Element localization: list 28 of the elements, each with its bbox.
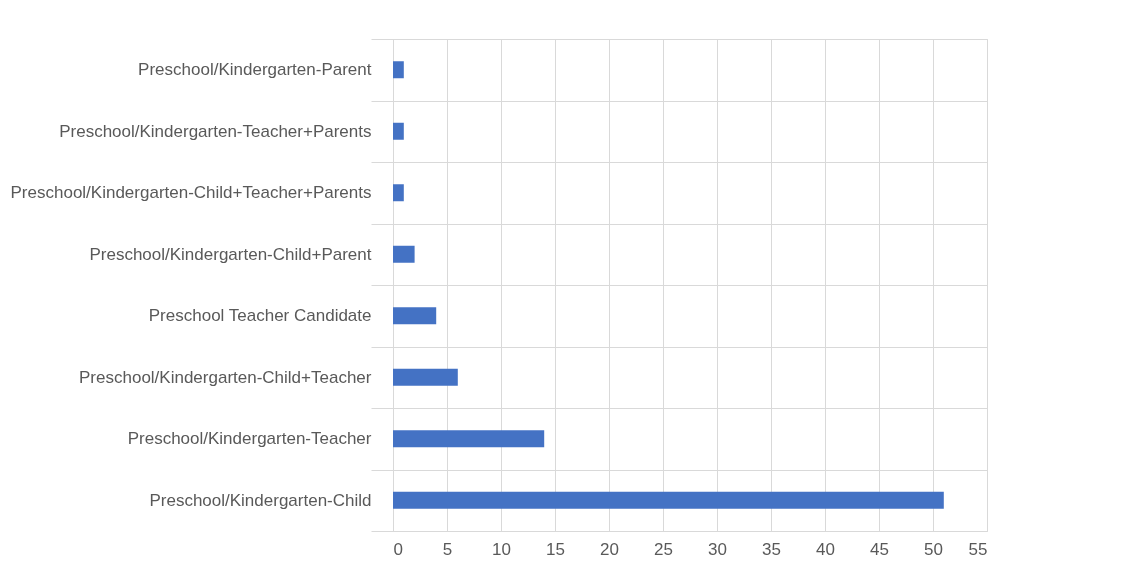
bar	[393, 61, 404, 79]
x-tick-label: 15	[546, 539, 565, 559]
x-tick-label: 10	[492, 539, 511, 559]
y-tick-label: Preschool/Kindergarten-Child+Parent	[89, 244, 372, 264]
y-tick-label: Preschool/Kindergarten-Child	[149, 490, 372, 510]
y-tick-label: Preschool/Kindergarten-Parent	[138, 60, 372, 80]
y-tick-label: Preschool Teacher Candidate	[148, 306, 372, 326]
bar	[393, 122, 404, 140]
x-tick-label: 50	[924, 539, 943, 559]
x-tick-label: 35	[762, 539, 781, 559]
bar	[393, 430, 545, 448]
bar	[393, 245, 415, 263]
x-tick-label: 20	[600, 539, 619, 559]
x-tick-label: 5	[442, 539, 453, 559]
x-tick-label: 40	[816, 539, 835, 559]
y-tick-label: Preschool/Kindergarten-Teacher	[127, 429, 372, 449]
x-tick-label: 30	[708, 539, 727, 559]
y-tick-label: Preschool/Kindergarten-Child+Teacher	[79, 367, 372, 387]
x-tick-label: 55	[968, 539, 988, 559]
y-tick-label: Preschool/Kindergarten-Teacher+Parents	[59, 121, 372, 141]
x-tick-label: 45	[870, 539, 889, 559]
bar	[393, 184, 404, 202]
bar	[393, 368, 458, 386]
bar	[393, 491, 944, 509]
bar	[393, 307, 437, 325]
y-tick-label: Preschool/Kindergarten-Child+Teacher+Parents	[10, 183, 372, 203]
x-tick-label: 0	[393, 539, 403, 559]
x-tick-label: 25	[654, 539, 673, 559]
